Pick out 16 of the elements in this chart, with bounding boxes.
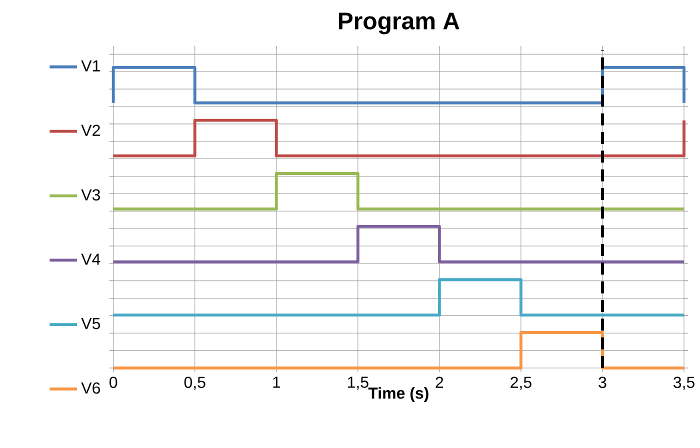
x-tick-label: 2 bbox=[436, 376, 444, 388]
legend-label: V2 bbox=[81, 124, 100, 136]
legend-label: V6 bbox=[81, 382, 100, 394]
legend-label: V1 bbox=[81, 60, 100, 72]
legend-label: V3 bbox=[81, 189, 100, 201]
legend-label: V4 bbox=[81, 254, 100, 265]
x-axis-title: Time (s) bbox=[368, 387, 428, 402]
x-tick-label: 0,5 bbox=[184, 376, 206, 390]
chart-title: Program A bbox=[338, 12, 460, 34]
x-tick-label: 3,5 bbox=[673, 376, 694, 390]
x-tick-label: 2,5 bbox=[510, 376, 532, 390]
x-tick-label: 1,5 bbox=[348, 376, 368, 390]
x-tick-label: 0 bbox=[110, 376, 118, 388]
legend-label: V5 bbox=[81, 318, 100, 330]
x-tick-label: 1 bbox=[273, 376, 280, 388]
x-tick-label: 3 bbox=[598, 376, 606, 388]
